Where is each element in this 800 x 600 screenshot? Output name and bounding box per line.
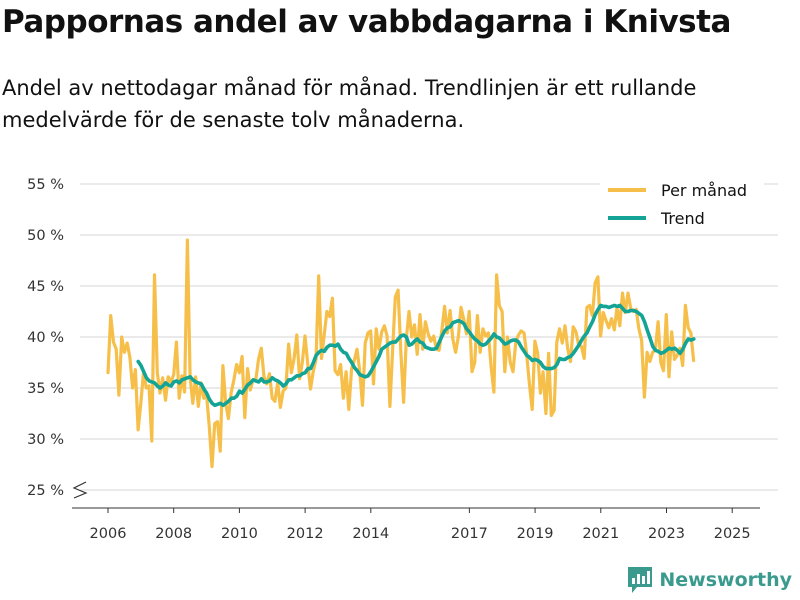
x-tick-label: 2014 xyxy=(352,526,389,542)
legend-label-trend: Trend xyxy=(660,209,705,228)
series-line-trend xyxy=(136,303,696,408)
x-tick-label: 2025 xyxy=(714,526,751,542)
y-tick-label: 50 % xyxy=(27,228,64,244)
axes: 25 % 30 % 35 % 40 % 45 % 50 % 55 % 2006 2008 2010… xyxy=(27,177,760,542)
x-tick-label: 2023 xyxy=(648,526,685,542)
x-tick-label: 2019 xyxy=(517,526,554,542)
newsworthy-logo: Newsworthy xyxy=(627,566,792,594)
y-tick-label: 35 % xyxy=(27,381,64,397)
x-tick-label: 2017 xyxy=(451,526,488,542)
x-tick-label: 2006 xyxy=(90,526,127,542)
y-tick-label: 25 % xyxy=(27,483,64,499)
y-tick-label: 40 % xyxy=(27,330,64,346)
axis-break-icon xyxy=(72,481,88,499)
y-tick-label: 55 % xyxy=(27,177,64,193)
chart-title: Pappornas andel av vabbdagarna i Knivsta xyxy=(2,4,731,40)
chart-subtitle: Andel av nettodagar månad för månad. Tre… xyxy=(2,76,697,132)
y-tick-label: 45 % xyxy=(27,279,64,295)
x-tick-label: 2021 xyxy=(582,526,619,542)
legend-background xyxy=(600,176,764,234)
x-tick-label: 2012 xyxy=(287,526,324,542)
x-tick-label: 2010 xyxy=(221,526,258,542)
x-tick-label: 2008 xyxy=(155,526,192,542)
series-line-per-manad xyxy=(106,238,696,469)
legend-label-per-manad: Per månad xyxy=(661,181,747,200)
y-tick-label: 30 % xyxy=(27,432,64,448)
series xyxy=(106,238,696,469)
brand-name: Newsworthy xyxy=(659,569,792,591)
legend: Per månad Trend xyxy=(600,176,764,234)
chart-logo-icon xyxy=(628,567,653,593)
